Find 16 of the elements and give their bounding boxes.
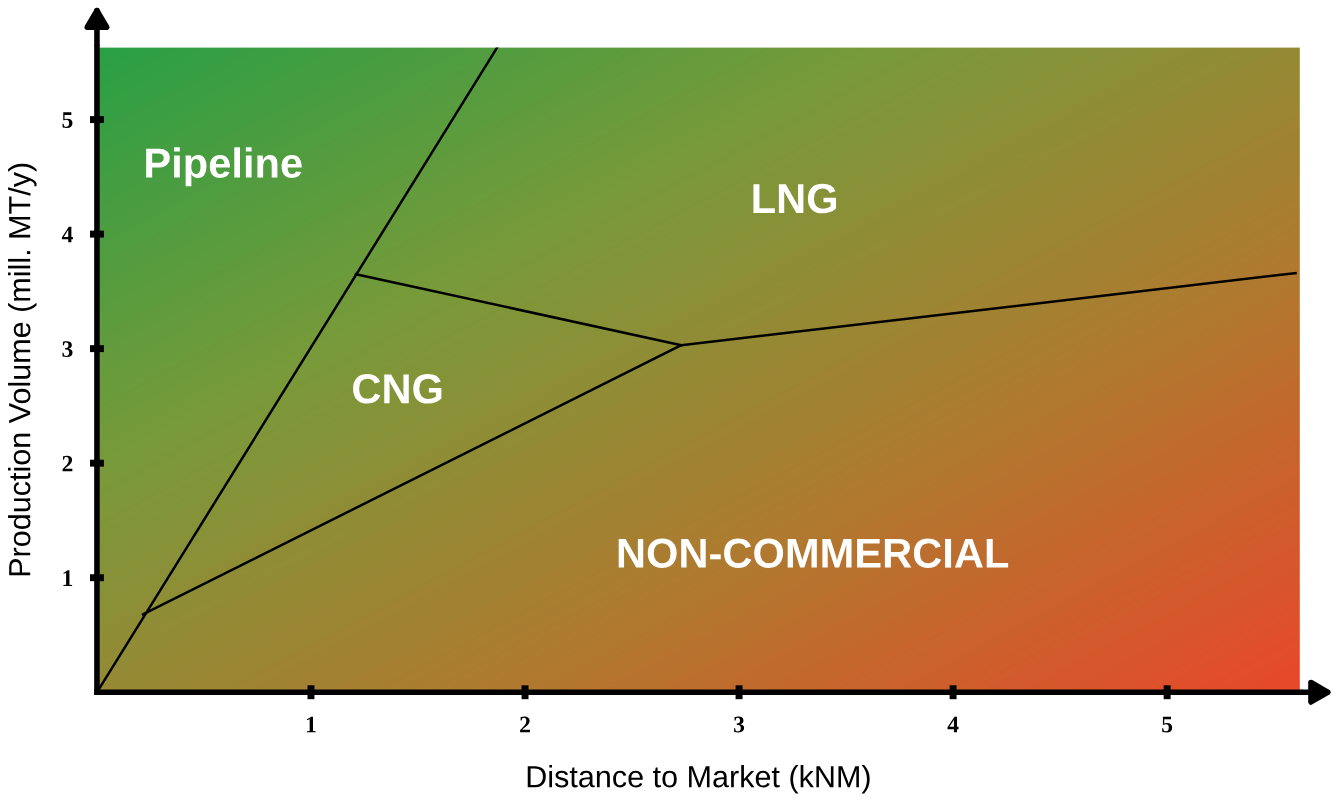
y-tick-label: 2 (62, 455, 73, 472)
x-tick-label: 3 (734, 716, 745, 733)
x-tick-label: 4 (947, 716, 959, 733)
x-tick-label: 1 (306, 716, 316, 733)
annotation: LNG (753, 183, 837, 214)
x-tick-label: 2 (520, 716, 530, 733)
y-tick-label: 4 (61, 226, 73, 243)
x-axis-title: Distance to Market (kNM) (527, 765, 870, 794)
annotation: NON-COMMERCIAL (618, 538, 1009, 569)
y-tick-label: 3 (62, 341, 73, 358)
y-tick-label: 1 (63, 570, 73, 586)
y-tick-label: 5 (62, 112, 73, 129)
y-axis-title: Production Volume (mill. MT/y) (8, 163, 37, 576)
annotation: Pipeline (146, 147, 302, 187)
x-tick-label: 5 (1162, 716, 1173, 733)
annotation: CNG (353, 374, 442, 404)
